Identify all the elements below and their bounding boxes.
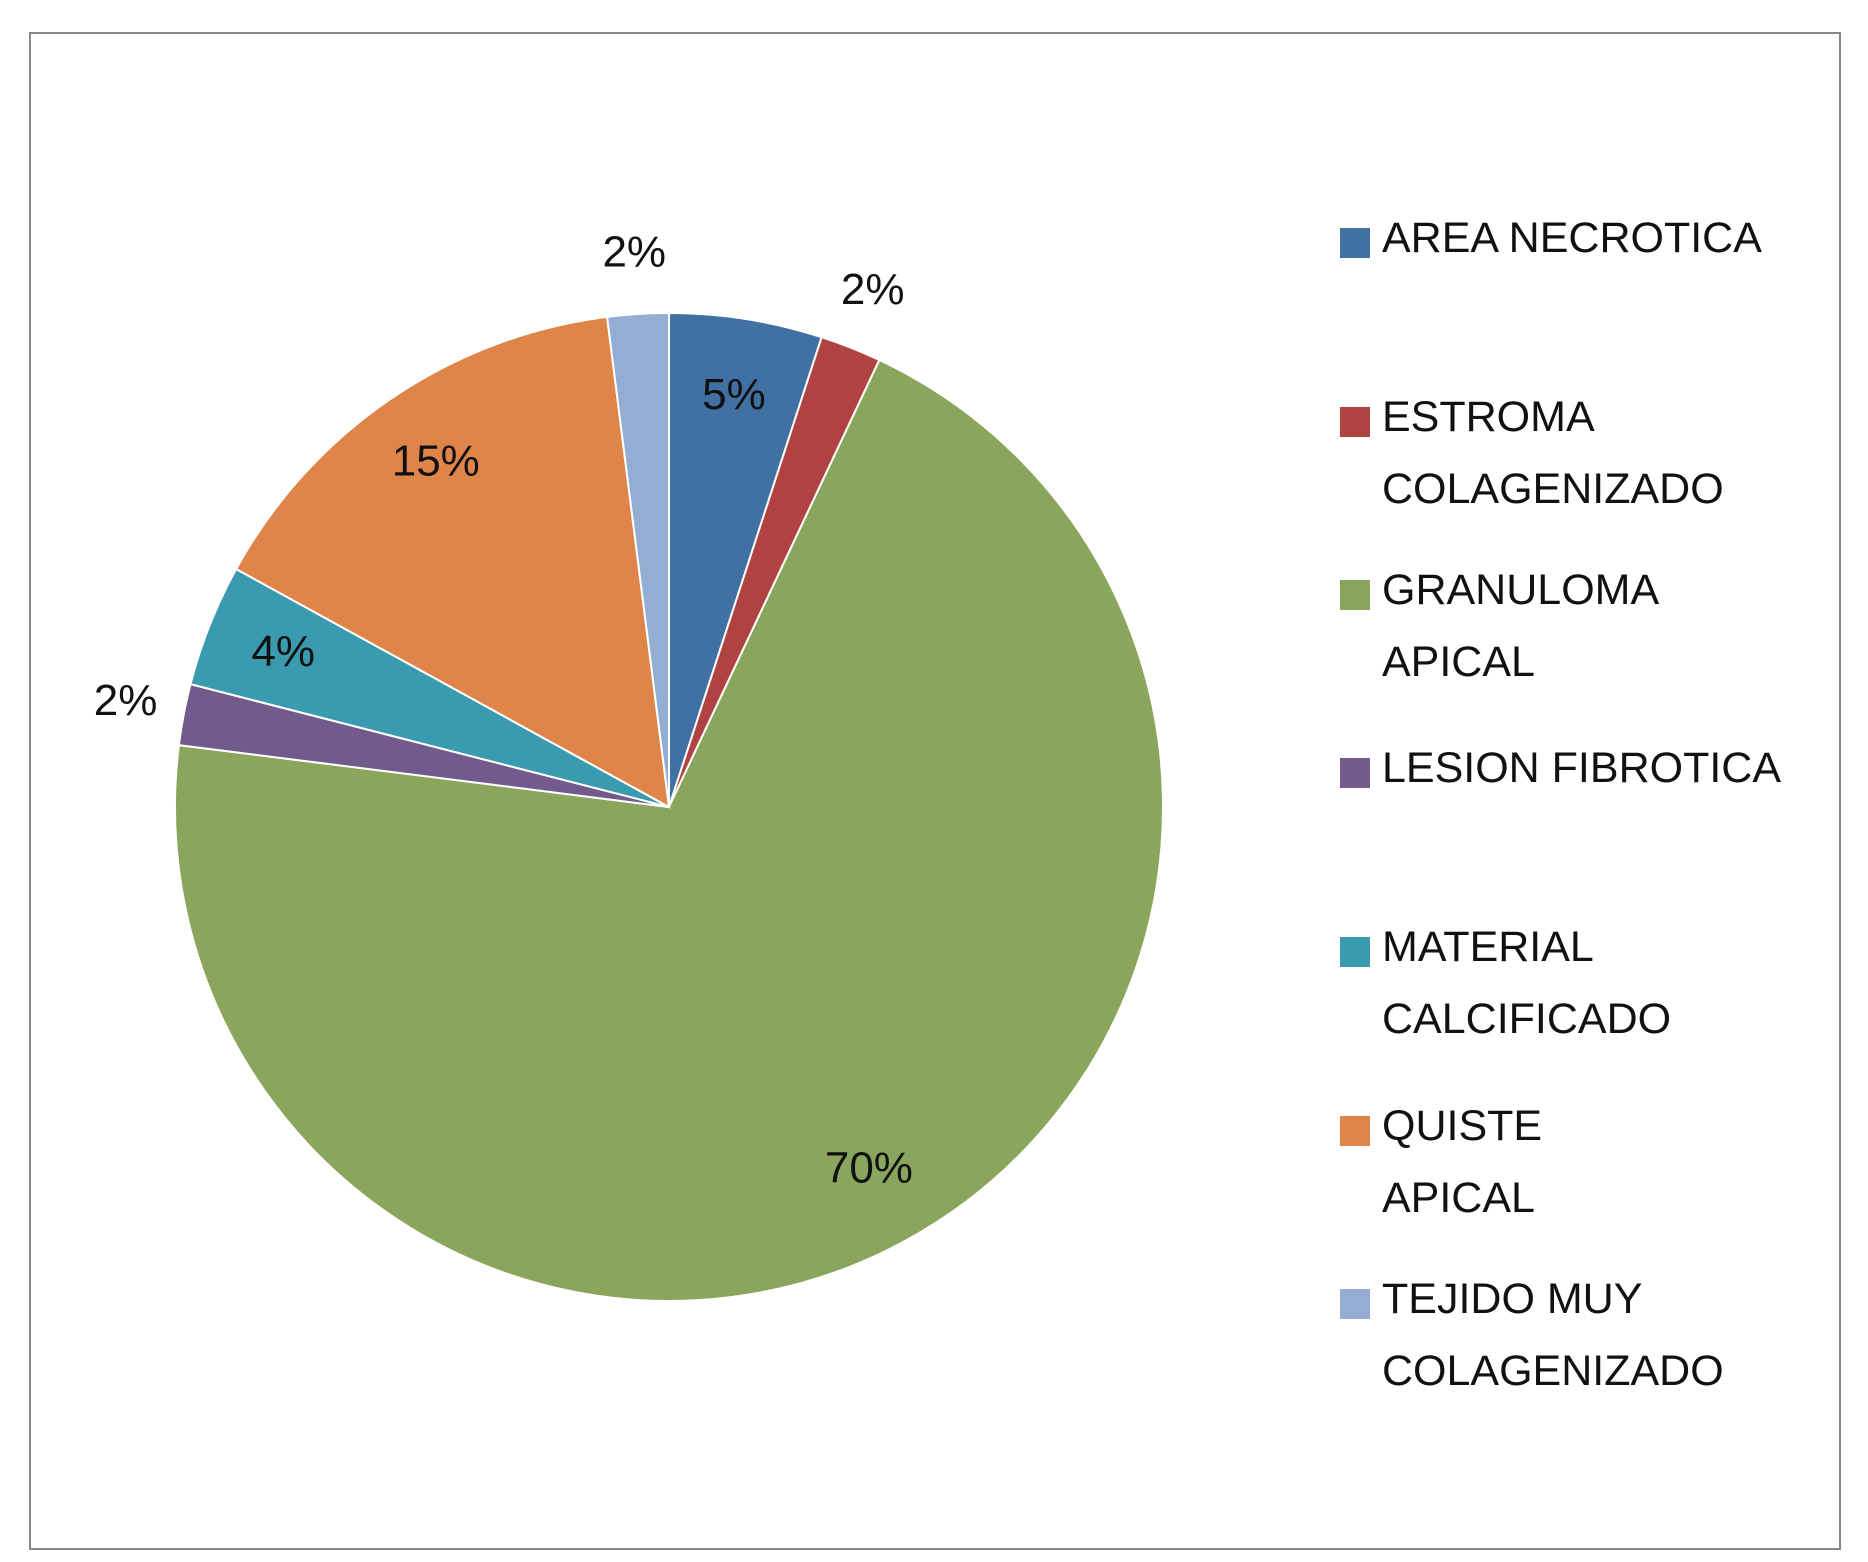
pie-slice (234, 315, 671, 809)
legend-label: ESTROMA COLAGENIZADO (1382, 393, 1724, 513)
legend-label: TEJIDO MUY COLAGENIZADO (1382, 1275, 1724, 1395)
legend-item: LESION FIBROTICA (1340, 744, 1781, 804)
pie-slice (668, 311, 823, 808)
legend-item: MATERIAL CALCIFICADO (1340, 923, 1671, 1055)
data-label: 15% (392, 436, 480, 485)
data-label: 2% (94, 676, 158, 725)
data-label: 4% (251, 627, 315, 676)
legend-item: AREA NECROTICA (1340, 214, 1762, 274)
legend-swatch (1340, 228, 1370, 258)
legend-item: GRANULOMA APICAL (1340, 566, 1659, 698)
legend-swatch (1340, 407, 1370, 437)
legend-swatch (1340, 1116, 1370, 1146)
pie-slice (605, 311, 670, 808)
legend-swatch (1340, 758, 1370, 788)
data-label: 2% (602, 227, 666, 276)
legend-label: LESION FIBROTICA (1382, 744, 1782, 792)
legend-item: ESTROMA COLAGENIZADO (1340, 393, 1724, 525)
pie-slice (174, 358, 1164, 1302)
legend-label: MATERIAL CALCIFICADO (1382, 923, 1672, 1043)
legend-item: TEJIDO MUY COLAGENIZADO (1340, 1275, 1724, 1407)
data-label: 5% (702, 370, 766, 419)
legend-label: AREA NECROTICA (1382, 214, 1762, 262)
data-label: 2% (841, 265, 905, 314)
legend-swatch (1340, 580, 1370, 610)
legend-label: QUISTE APICAL (1382, 1102, 1543, 1222)
data-label: 70% (825, 1143, 913, 1192)
legend-item: QUISTE APICAL (1340, 1102, 1542, 1234)
legend-swatch (1340, 1289, 1370, 1319)
legend-swatch (1340, 937, 1370, 967)
legend-label: GRANULOMA APICAL (1382, 566, 1660, 686)
chart-border (29, 32, 1841, 1550)
